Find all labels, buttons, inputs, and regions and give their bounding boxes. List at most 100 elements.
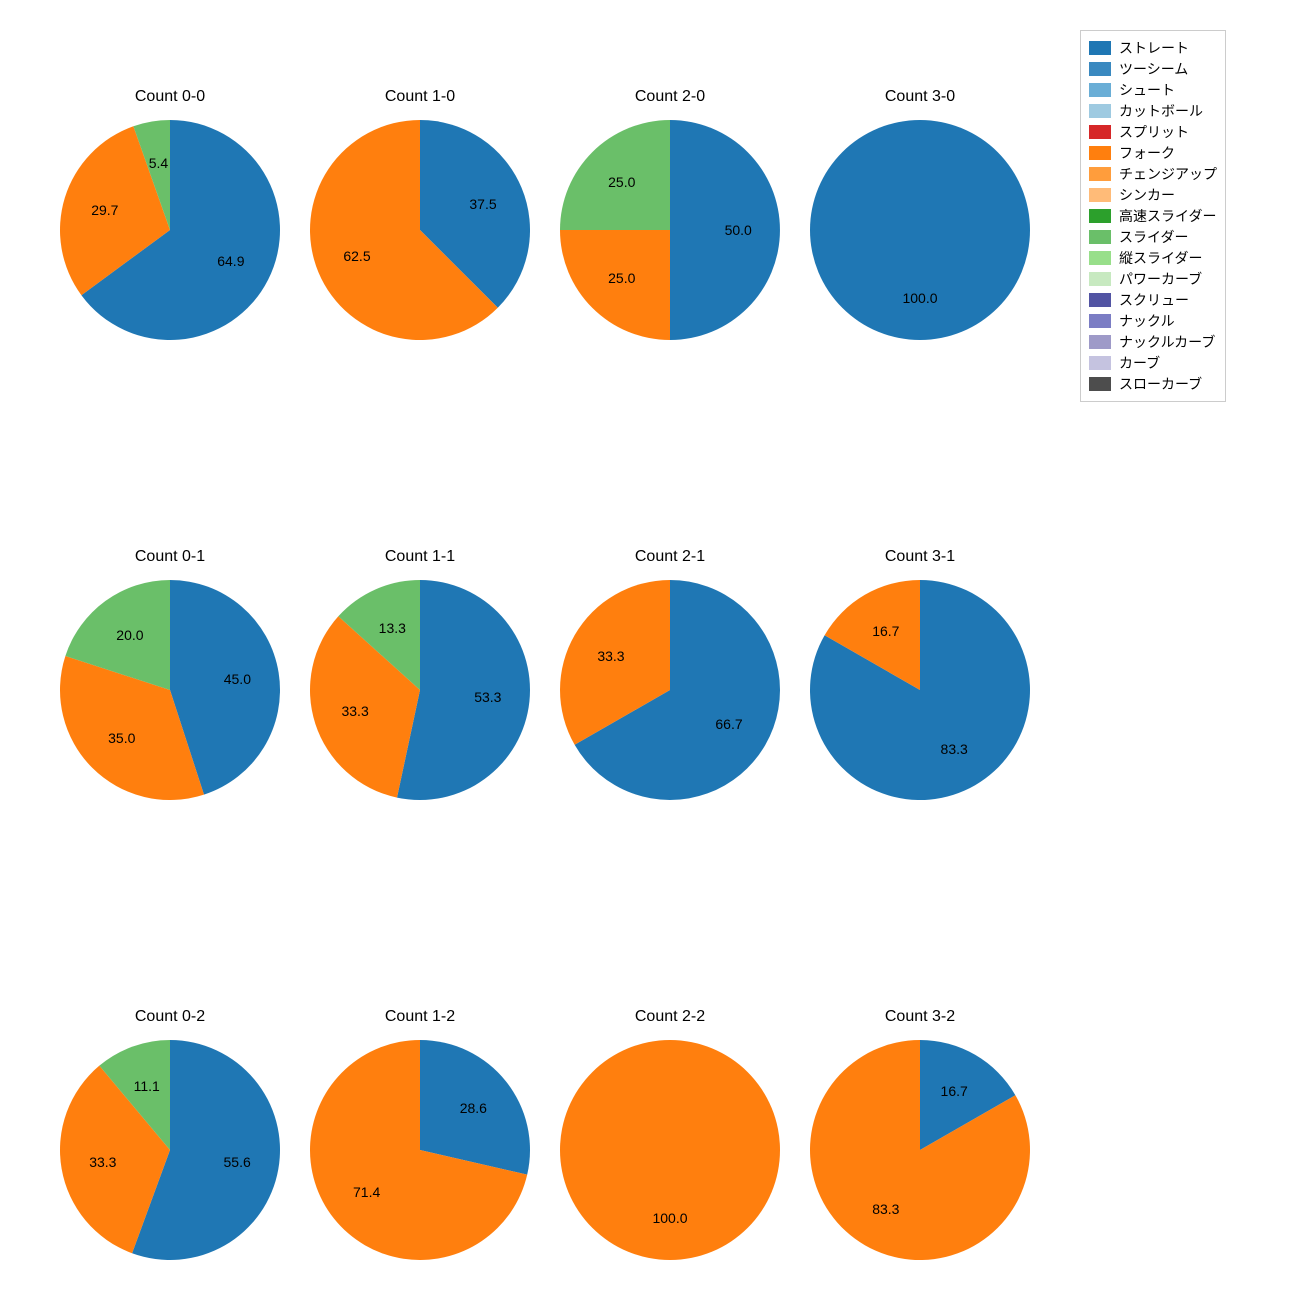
legend-swatch (1089, 335, 1111, 349)
legend-item: カーブ (1089, 353, 1217, 373)
legend-swatch (1089, 41, 1111, 55)
pie-title: Count 2-0 (560, 88, 780, 106)
legend-label: 高速スライダー (1119, 206, 1216, 226)
pie-chart: Count 2-050.025.025.0 (560, 120, 780, 340)
pie-title: Count 3-1 (810, 548, 1030, 566)
pie-chart: Count 0-255.633.311.1 (60, 1040, 280, 1260)
legend-swatch (1089, 356, 1111, 370)
legend-swatch (1089, 272, 1111, 286)
slice-label: 28.6 (460, 1100, 487, 1116)
pie-chart: Count 1-228.671.4 (310, 1040, 530, 1260)
legend-item: フォーク (1089, 143, 1217, 163)
pie-title: Count 1-2 (310, 1008, 530, 1026)
legend-label: ストレート (1119, 38, 1189, 58)
slice-label: 16.7 (872, 623, 899, 639)
legend-label: ナックル (1119, 311, 1175, 331)
legend-item: シンカー (1089, 185, 1217, 205)
slice-label: 13.3 (379, 620, 406, 636)
pie-title: Count 0-1 (60, 548, 280, 566)
pie-svg (60, 580, 280, 800)
slice-label: 66.7 (715, 716, 742, 732)
pie-title: Count 1-1 (310, 548, 530, 566)
slice-label: 25.0 (608, 174, 635, 190)
legend-swatch (1089, 83, 1111, 97)
legend-label: ツーシーム (1119, 59, 1188, 79)
pie-chart: Count 2-2100.0 (560, 1040, 780, 1260)
slice-label: 50.0 (725, 222, 752, 238)
legend-label: スライダー (1119, 227, 1188, 247)
legend-swatch (1089, 377, 1111, 391)
slice-label: 55.6 (224, 1154, 251, 1170)
legend-swatch (1089, 104, 1111, 118)
pie-chart: Count 3-216.783.3 (810, 1040, 1030, 1260)
legend-label: スクリュー (1119, 290, 1189, 310)
legend-swatch (1089, 146, 1111, 160)
legend-item: スプリット (1089, 122, 1217, 142)
slice-label: 83.3 (941, 741, 968, 757)
legend-label: パワーカーブ (1119, 269, 1202, 289)
slice-label: 5.4 (149, 155, 168, 171)
legend-label: シンカー (1119, 185, 1175, 205)
legend-label: チェンジアップ (1119, 164, 1217, 184)
legend-item: ナックルカーブ (1089, 332, 1217, 352)
legend-item: 縦スライダー (1089, 248, 1217, 268)
legend-item: ナックル (1089, 311, 1217, 331)
slice-label: 53.3 (474, 689, 501, 705)
pie-chart: Count 2-166.733.3 (560, 580, 780, 800)
legend-item: チェンジアップ (1089, 164, 1217, 184)
pie-chart: Count 0-145.035.020.0 (60, 580, 280, 800)
legend-item: スライダー (1089, 227, 1217, 247)
pie-chart: Count 3-183.316.7 (810, 580, 1030, 800)
slice-label: 11.1 (134, 1078, 160, 1094)
legend-label: ナックルカーブ (1119, 332, 1215, 352)
pie-title: Count 3-2 (810, 1008, 1030, 1026)
pie-title: Count 3-0 (810, 88, 1030, 106)
pie-chart: Count 1-153.333.313.3 (310, 580, 530, 800)
slice-label: 25.0 (608, 270, 635, 286)
slice-label: 83.3 (872, 1201, 899, 1217)
slice-label: 33.3 (597, 648, 624, 664)
legend-swatch (1089, 167, 1111, 181)
legend-swatch (1089, 62, 1111, 76)
legend-item: スローカーブ (1089, 374, 1217, 394)
pie-svg (560, 580, 780, 800)
legend-item: カットボール (1089, 101, 1217, 121)
legend-item: シュート (1089, 80, 1217, 100)
legend-swatch (1089, 314, 1111, 328)
slice-label: 100.0 (652, 1210, 687, 1226)
pie-chart: Count 3-0100.0 (810, 120, 1030, 340)
pie-svg (310, 1040, 530, 1260)
pie-title: Count 1-0 (310, 88, 530, 106)
legend-label: シュート (1119, 80, 1175, 100)
chart-stage: Count 0-064.929.75.4Count 1-037.562.5 Cou… (0, 0, 1300, 1300)
slice-label: 35.0 (108, 730, 135, 746)
legend-item: ストレート (1089, 38, 1217, 58)
pie-svg (560, 1040, 780, 1260)
pie-title: Count 2-1 (560, 548, 780, 566)
legend-label: カーブ (1119, 353, 1160, 373)
pie-title: Count 2-2 (560, 1008, 780, 1026)
slice-label: 33.3 (341, 703, 368, 719)
legend-swatch (1089, 125, 1111, 139)
slice-label: 62.5 (343, 248, 370, 264)
slice-label: 71.4 (353, 1184, 380, 1200)
legend-swatch (1089, 209, 1111, 223)
pie-svg (310, 120, 530, 340)
legend-item: 高速スライダー (1089, 206, 1217, 226)
pie-svg (810, 580, 1030, 800)
pie-chart: Count 1-037.562.5 (310, 120, 530, 340)
pie-slice (810, 120, 1030, 340)
pie-svg (60, 120, 280, 340)
legend-label: フォーク (1119, 143, 1175, 163)
pie-slice (560, 1040, 780, 1260)
pie-chart: Count 0-064.929.75.4 (60, 120, 280, 340)
legend-swatch (1089, 251, 1111, 265)
legend-swatch (1089, 293, 1111, 307)
pie-svg (60, 1040, 280, 1260)
slice-label: 45.0 (224, 671, 251, 687)
slice-label: 33.3 (89, 1154, 116, 1170)
pie-title: Count 0-0 (60, 88, 280, 106)
slice-label: 100.0 (902, 290, 937, 306)
pie-svg (810, 1040, 1030, 1260)
legend-item: ツーシーム (1089, 59, 1217, 79)
